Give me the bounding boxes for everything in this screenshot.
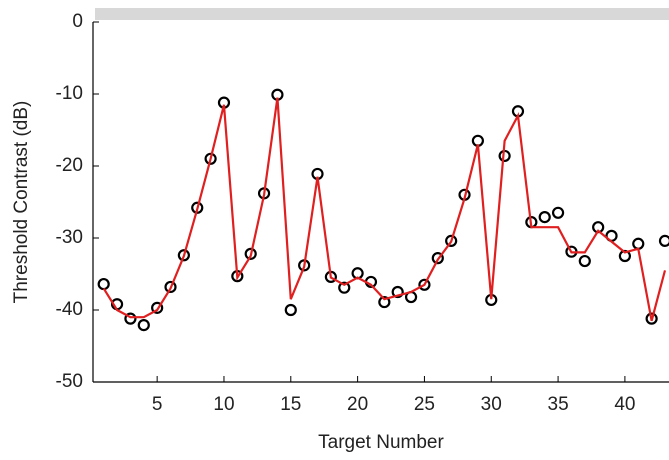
- data-point: [99, 279, 109, 289]
- data-point: [633, 239, 643, 249]
- data-point: [660, 236, 669, 246]
- data-point: [580, 256, 590, 266]
- data-point: [139, 320, 149, 330]
- x-tick-label: 30: [481, 394, 502, 415]
- x-tick-label: 20: [347, 394, 368, 415]
- data-point: [553, 208, 563, 218]
- y-tick-label: -10: [56, 83, 83, 104]
- x-tick-label: 5: [152, 394, 163, 415]
- x-tick-label: 10: [213, 394, 234, 415]
- x-tick-label: 35: [548, 394, 569, 415]
- y-tick-label: -50: [56, 371, 83, 392]
- page: Target Number Threshold Contrast (dB) 0 -…: [0, 0, 669, 460]
- chart: Target Number Threshold Contrast (dB) 0 -…: [0, 0, 669, 460]
- y-tick-label: 0: [72, 11, 83, 32]
- x-tick-label: 40: [614, 394, 635, 415]
- x-axis-label: Target Number: [318, 432, 444, 453]
- x-tick-label: 15: [280, 394, 301, 415]
- data-point: [286, 305, 296, 315]
- y-tick-label: -20: [56, 155, 83, 176]
- y-axis-label: Threshold Contrast (dB): [11, 101, 32, 304]
- x-tick-label: 25: [414, 394, 435, 415]
- fit-line: [104, 98, 665, 321]
- top-strip: [95, 8, 669, 20]
- y-tick-label: -40: [56, 299, 83, 320]
- data-point: [540, 212, 550, 222]
- y-tick-label: -30: [56, 227, 83, 248]
